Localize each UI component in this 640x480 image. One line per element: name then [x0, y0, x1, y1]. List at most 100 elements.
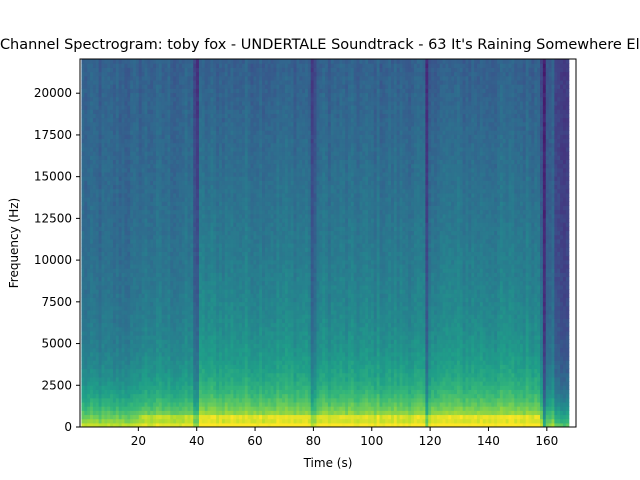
spectrogram-cell — [233, 297, 237, 303]
spectrogram-cell — [127, 151, 131, 156]
spectrogram-cell — [173, 234, 177, 240]
spectrogram-cell — [87, 372, 91, 378]
spectrogram-cell — [81, 63, 85, 68]
spectrogram-cell — [124, 381, 128, 386]
spectrogram-cell — [173, 71, 177, 77]
spectrogram-cell — [138, 96, 143, 102]
spectrogram-cell — [95, 59, 100, 64]
spectrogram-cell — [115, 171, 120, 177]
spectrogram-cell — [221, 414, 226, 420]
spectrogram-cell — [184, 117, 189, 123]
spectrogram-cell — [167, 88, 171, 94]
spectrogram-cell — [170, 213, 174, 219]
spectrogram-cell — [130, 155, 134, 160]
spectrogram-cell — [90, 67, 94, 73]
spectrogram-cell — [233, 272, 237, 278]
spectrogram-cell — [221, 125, 226, 131]
spectrogram-cell — [239, 92, 243, 98]
spectrogram-cell — [98, 217, 103, 223]
spectrogram-cell — [84, 301, 88, 307]
spectrogram-cell — [219, 96, 223, 102]
spectrogram-cell — [173, 146, 177, 152]
spectrogram-cell — [133, 339, 137, 344]
spectrogram-cell — [233, 401, 237, 407]
spectrogram-cell — [167, 201, 171, 206]
spectrogram-cell — [110, 343, 114, 349]
spectrogram-cell — [144, 188, 148, 194]
spectrogram-cell — [210, 418, 214, 424]
spectrogram-cell — [95, 360, 100, 365]
spectrogram-cell — [178, 259, 183, 265]
spectrogram-cell — [141, 163, 146, 169]
spectrogram-cell — [230, 209, 234, 215]
spectrogram-cell — [173, 88, 177, 94]
spectrogram-cell — [178, 276, 183, 282]
spectrogram-cell — [170, 401, 174, 407]
spectrogram-cell — [135, 343, 140, 349]
spectrogram-cell — [90, 192, 94, 198]
spectrogram-cell — [181, 393, 186, 399]
spectrogram-cell — [161, 339, 166, 344]
spectrogram-cell — [87, 121, 91, 127]
spectrogram-cell — [153, 138, 157, 144]
spectrogram-cell — [239, 381, 243, 386]
spectrogram-cell — [155, 305, 160, 311]
spectrogram-cell — [221, 347, 226, 353]
spectrogram-cell — [158, 385, 163, 390]
spectrogram-cell — [196, 322, 200, 328]
spectrogram-cell — [124, 322, 128, 328]
spectrogram-cell — [158, 364, 163, 370]
spectrogram-cell — [127, 305, 131, 311]
spectrogram-cell — [98, 146, 103, 152]
spectrogram-cell — [115, 213, 120, 219]
spectrogram-cell — [124, 109, 128, 114]
spectrogram-cell — [115, 309, 120, 315]
spectrogram-cell — [167, 63, 171, 68]
spectrogram-cell — [187, 159, 191, 165]
spectrogram-cell — [181, 92, 186, 98]
spectrogram-cell — [90, 401, 94, 407]
spectrogram-cell — [236, 92, 240, 98]
spectrogram-cell — [155, 167, 160, 173]
spectrogram-cell — [92, 401, 97, 407]
spectrogram-cell — [196, 293, 200, 298]
spectrogram-cell — [133, 151, 137, 156]
spectrogram-cell — [181, 259, 186, 265]
spectrogram-cell — [193, 255, 197, 261]
spectrogram-cell — [201, 251, 206, 257]
spectrogram-cell — [210, 247, 214, 252]
spectrogram-cell — [190, 159, 194, 165]
spectrogram-cell — [181, 389, 186, 395]
spectrogram-cell — [124, 184, 128, 190]
spectrogram-cell — [236, 234, 240, 240]
spectrogram-cell — [135, 301, 140, 307]
spectrogram-cell — [98, 335, 103, 340]
spectrogram-cell — [118, 176, 123, 181]
spectrogram-cell — [193, 192, 197, 198]
spectrogram-cell — [164, 192, 169, 198]
spectrogram-cell — [193, 184, 197, 190]
spectrogram-cell — [144, 205, 148, 211]
spectrogram-cell — [170, 67, 174, 73]
spectrogram-cell — [92, 305, 97, 311]
spectrogram-cell — [95, 171, 100, 177]
spectrogram-cell — [176, 222, 180, 227]
spectrogram-cell — [115, 63, 120, 68]
spectrogram-cell — [158, 339, 163, 344]
spectrogram-cell — [207, 226, 212, 232]
spectrogram-cell — [236, 259, 240, 265]
spectrogram-cell — [164, 422, 169, 427]
spectrogram-cell — [187, 263, 191, 269]
spectrogram-cell — [121, 276, 126, 282]
spectrogram-cell — [196, 389, 200, 395]
spectrogram-cell — [170, 247, 174, 252]
spectrogram-cell — [216, 63, 220, 68]
spectrogram-cell — [173, 268, 177, 273]
spectrogram-cell — [181, 280, 186, 286]
spectrogram-cell — [90, 305, 94, 311]
spectrogram-cell — [153, 401, 157, 407]
spectrogram-cell — [141, 230, 146, 236]
spectrogram-cell — [147, 335, 151, 340]
spectrogram-cell — [213, 79, 217, 85]
spectrogram-cell — [204, 217, 209, 223]
